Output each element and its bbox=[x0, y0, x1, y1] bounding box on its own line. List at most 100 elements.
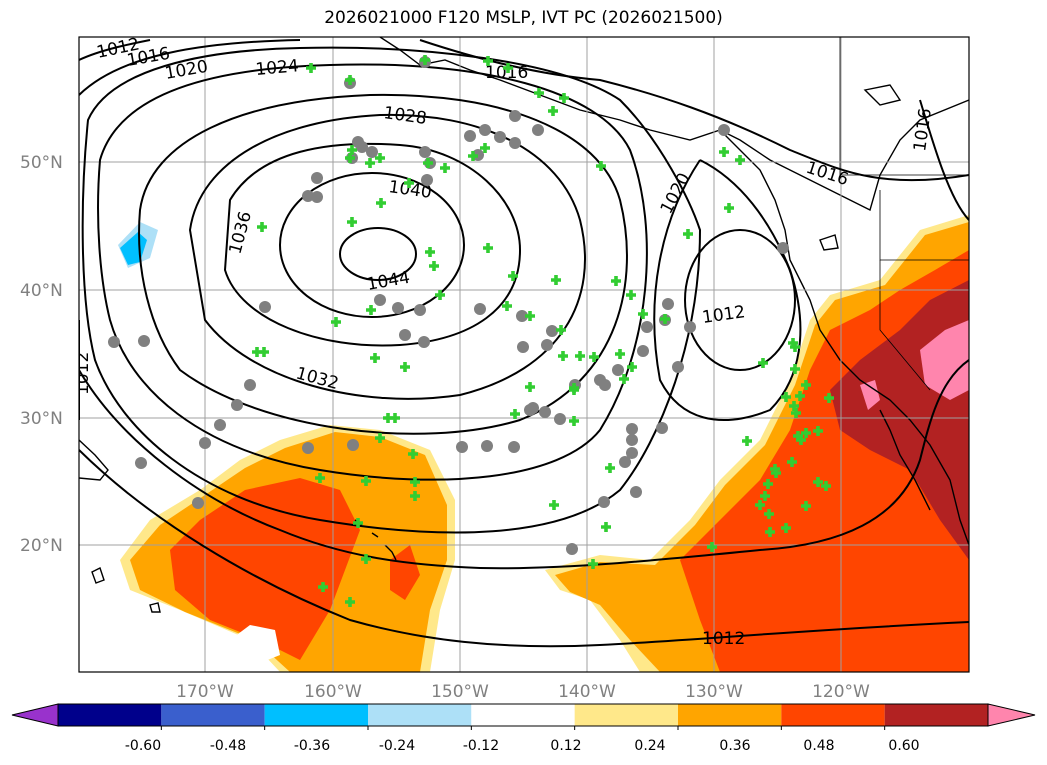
station-plus-marker bbox=[347, 217, 358, 227]
station-plus-marker bbox=[502, 62, 513, 73]
station-plus-marker bbox=[507, 271, 518, 282]
station-plus-marker bbox=[801, 501, 811, 512]
baja-coast bbox=[879, 409, 931, 511]
station-circle-marker bbox=[619, 456, 631, 468]
station-plus-marker bbox=[787, 457, 797, 468]
station-circle-marker bbox=[672, 361, 684, 373]
station-plus-marker bbox=[707, 542, 717, 552]
station-plus-marker bbox=[361, 554, 372, 564]
station-circle-marker bbox=[311, 172, 323, 184]
station-plus-marker bbox=[605, 463, 615, 474]
latitude-labels: 50°N 40°N 30°N 20°N bbox=[20, 153, 63, 556]
station-plus-marker bbox=[534, 88, 544, 98]
station-plus-marker bbox=[375, 433, 386, 444]
station-plus-marker bbox=[813, 477, 823, 488]
station-circle-marker bbox=[474, 303, 486, 315]
station-circle-marker bbox=[494, 131, 506, 143]
station-plus-marker bbox=[615, 349, 625, 360]
station-circle-marker bbox=[481, 440, 493, 452]
station-plus-marker bbox=[795, 391, 805, 402]
alaska-coast bbox=[379, 37, 969, 212]
station-circle-marker bbox=[135, 457, 147, 469]
station-circle-marker bbox=[138, 335, 150, 347]
station-plus-marker bbox=[315, 473, 326, 484]
colorbar-tick-label: -0.12 bbox=[463, 738, 499, 754]
station-plus-marker bbox=[366, 305, 377, 316]
station-plus-marker bbox=[719, 147, 729, 157]
station-plus-marker bbox=[365, 158, 376, 168]
station-circle-marker bbox=[509, 137, 521, 149]
station-plus-marker bbox=[758, 358, 768, 369]
station-plus-marker bbox=[408, 449, 419, 460]
station-plus-marker bbox=[611, 276, 621, 287]
station-plus-marker bbox=[760, 491, 770, 502]
map-panel: 1012 1016 1020 1024 1028 1032 1036 1040 … bbox=[73, 37, 969, 672]
colorbar-swatch bbox=[884, 704, 988, 726]
isobar-1016 bbox=[79, 39, 969, 182]
station-plus-marker bbox=[345, 153, 356, 163]
station-plus-marker bbox=[601, 522, 611, 532]
station-plus-marker bbox=[627, 362, 637, 373]
station-plus-marker bbox=[331, 317, 342, 328]
station-circle-marker bbox=[777, 242, 789, 254]
colorbar-tick-label: -0.36 bbox=[294, 738, 330, 754]
isobar-1012-west bbox=[79, 39, 151, 61]
station-plus-marker bbox=[801, 428, 811, 439]
station-plus-marker bbox=[548, 106, 558, 116]
isobars bbox=[79, 39, 969, 648]
colorbar-swatch bbox=[678, 704, 782, 726]
isobar-label: 1012 bbox=[73, 352, 93, 395]
station-plus-marker bbox=[821, 481, 831, 492]
station-plus-marker bbox=[660, 314, 670, 325]
station-plus-marker bbox=[404, 178, 415, 188]
station-plus-marker bbox=[765, 527, 775, 537]
station-plus-marker bbox=[480, 143, 491, 153]
small-island-1 bbox=[863, 84, 902, 106]
station-plus-marker bbox=[788, 338, 798, 349]
station-plus-marker bbox=[569, 416, 579, 427]
isobar-1040 bbox=[279, 172, 465, 318]
station-plus-marker bbox=[770, 464, 780, 475]
station-plus-marker bbox=[345, 597, 356, 607]
ivt-blob-west-red bbox=[170, 478, 360, 660]
isobar-1024 bbox=[97, 63, 648, 481]
station-plus-marker bbox=[559, 93, 569, 103]
station-plus-marker bbox=[813, 426, 823, 437]
station-circle-marker bbox=[599, 379, 611, 391]
station-plus-marker bbox=[789, 401, 799, 412]
station-circle-marker bbox=[612, 364, 624, 376]
station-plus-marker bbox=[483, 56, 494, 66]
station-circle-marker bbox=[302, 190, 314, 202]
ivt-blob-east-pink bbox=[920, 320, 969, 400]
lon-label: 150°W bbox=[431, 682, 489, 702]
colorbar-tick-label: 0.24 bbox=[634, 738, 665, 754]
colorbar-tick-labels: -0.60 -0.48 -0.36 -0.24 -0.12 0.12 0.24 … bbox=[125, 738, 920, 754]
longitude-labels: 170°W 160°W 150°W 140°W 130°W 120°W bbox=[176, 682, 870, 702]
isobar-1016-ne bbox=[919, 99, 969, 221]
station-plus-marker bbox=[793, 431, 803, 442]
station-circle-marker bbox=[546, 325, 558, 337]
station-plus-marker bbox=[791, 408, 801, 419]
colorbar-tick-label: -0.24 bbox=[379, 738, 415, 754]
station-plus-marker bbox=[619, 374, 629, 385]
isobar-1012-east bbox=[684, 229, 796, 371]
station-plus-marker bbox=[790, 364, 800, 375]
station-plus-marker bbox=[410, 491, 421, 502]
station-circle-marker bbox=[566, 543, 578, 555]
station-plus-marker bbox=[525, 311, 535, 322]
station-plus-marker bbox=[549, 500, 559, 511]
lat-label: 20°N bbox=[20, 536, 63, 556]
colorbar-tick-label: 0.12 bbox=[550, 738, 581, 754]
station-plus-marker bbox=[575, 351, 585, 362]
station-plus-marker bbox=[318, 582, 329, 592]
station-plus-marker bbox=[361, 476, 372, 487]
colorbar-swatch bbox=[161, 704, 265, 726]
station-plus-marker bbox=[440, 163, 451, 173]
station-circle-marker bbox=[302, 442, 314, 454]
state-border-2 bbox=[879, 260, 931, 391]
station-plus-marker bbox=[483, 243, 494, 253]
station-circle-marker bbox=[259, 301, 271, 313]
island-96 bbox=[91, 567, 105, 584]
lon-label: 130°W bbox=[685, 682, 743, 702]
